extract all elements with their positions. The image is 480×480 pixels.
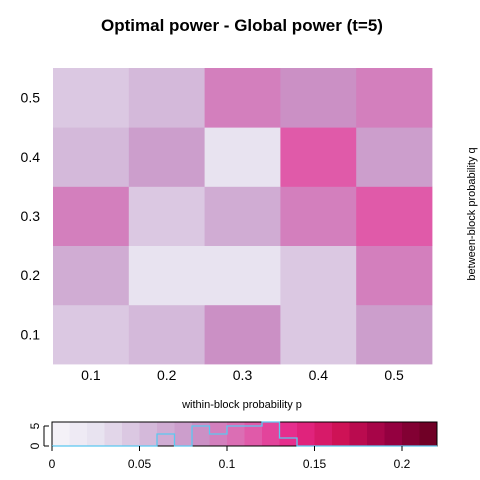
- legend-frame: [51, 421, 438, 447]
- legend-color-bin: [52, 422, 70, 446]
- heatmap-cell: [280, 245, 357, 306]
- legend-count-label: 0: [28, 442, 42, 449]
- heatmap-cell: [128, 304, 205, 365]
- legend-color-bin: [419, 422, 438, 446]
- heatmap-cell: [280, 127, 357, 187]
- legend-color-bin: [297, 422, 315, 446]
- legend-value-label: 0: [49, 457, 56, 471]
- heatmap-cell: [128, 245, 205, 306]
- heatmap-cell: [204, 245, 281, 306]
- y-tick-label: 0.5: [21, 90, 41, 106]
- legend-color-bin: [349, 422, 368, 446]
- legend-value-label: 0.15: [303, 457, 327, 471]
- x-tick-labels: 0.1 0.2 0.3 0.4 0.5: [81, 367, 404, 383]
- legend-color-bin: [367, 422, 385, 446]
- legend-color-bin: [174, 422, 193, 446]
- legend-color-bin: [104, 422, 123, 446]
- heatmap-cell: [53, 186, 130, 246]
- heatmap-cell: [53, 304, 130, 365]
- chart-title: Optimal power - Global power (t=5): [101, 16, 383, 35]
- heatmap-cell: [356, 245, 433, 306]
- y-tick-labels: 0.1 0.2 0.3 0.4 0.5: [21, 90, 41, 343]
- heatmap-cell: [204, 304, 281, 365]
- heatmap-cell: [280, 186, 357, 246]
- heatmap-cell: [204, 68, 281, 128]
- legend-count-label: 5: [28, 422, 42, 429]
- x-tick-label: 0.2: [157, 367, 177, 383]
- heatmap-cell: [128, 127, 205, 187]
- heatmap-cell: [204, 186, 281, 246]
- y-tick-label: 0.1: [21, 326, 41, 342]
- legend-color-bin: [384, 422, 403, 446]
- legend-color-bin: [244, 422, 263, 446]
- legend-color-bin: [314, 422, 333, 446]
- legend-value-label: 0.1: [219, 457, 236, 471]
- legend-color-bin: [122, 422, 140, 446]
- heatmap-cell: [356, 186, 433, 246]
- legend-color-bin: [332, 422, 350, 446]
- x-tick-label: 0.5: [384, 367, 404, 383]
- legend-color-bin: [402, 422, 420, 446]
- legend-color-bin: [262, 422, 280, 446]
- heatmap-cell: [128, 186, 205, 246]
- legend-value-label: 0.05: [128, 457, 152, 471]
- heatmap-cell: [356, 68, 433, 128]
- heatmap-cell: [356, 127, 433, 187]
- y-tick-label: 0.4: [21, 149, 41, 165]
- heatmap-cells: [53, 68, 433, 365]
- heatmap-cell: [53, 127, 130, 187]
- y-tick-label: 0.2: [21, 267, 41, 283]
- legend-color-bin: [279, 422, 298, 446]
- heatmap-cell: [280, 304, 357, 365]
- x-tick-label: 0.4: [309, 367, 329, 383]
- heatmap-cell: [204, 127, 281, 187]
- legend-color-bin: [227, 422, 245, 446]
- heatmap-cell: [53, 245, 130, 306]
- legend-color-bin: [192, 422, 210, 446]
- heatmap-cell: [128, 68, 205, 128]
- x-tick-label: 0.1: [81, 367, 101, 383]
- legend-color-bin: [87, 422, 105, 446]
- legend-color-bin: [139, 422, 158, 446]
- y-axis-label: between-block probability q: [466, 147, 478, 280]
- legend-color-bin: [69, 422, 88, 446]
- y-tick-label: 0.3: [21, 208, 41, 224]
- heatmap-cell: [356, 304, 433, 365]
- x-tick-label: 0.3: [233, 367, 253, 383]
- x-axis-label: within-block probability p: [181, 399, 302, 411]
- heatmap-cell: [280, 68, 357, 128]
- color-legend: 0 5 0 0.05 0.1 0.15 0.2: [28, 421, 438, 471]
- heatmap-cell: [53, 68, 130, 128]
- legend-value-label: 0.2: [394, 457, 411, 471]
